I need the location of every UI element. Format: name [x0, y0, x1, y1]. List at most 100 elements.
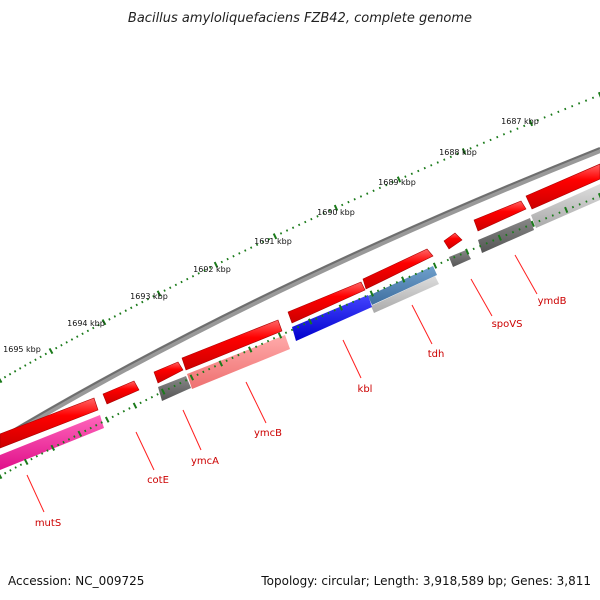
- minor-tick: [391, 181, 394, 184]
- minor-tick: [285, 229, 289, 232]
- major-tick: [132, 402, 138, 409]
- gene-feature-cotE[interactable]: [102, 380, 140, 405]
- gene-label-tdh[interactable]: tdh: [428, 349, 445, 360]
- minor-tick: [8, 372, 12, 376]
- minor-tick: [315, 317, 318, 320]
- minor-tick: [220, 260, 223, 264]
- minor-tick: [113, 315, 117, 318]
- minor-tick: [184, 379, 188, 382]
- gene-feature-cds[interactable]: [473, 200, 527, 232]
- minor-tick: [14, 466, 17, 469]
- tick-label-1694: 1694 kbp: [67, 319, 105, 328]
- minor-tick: [150, 395, 154, 399]
- minor-tick: [298, 223, 301, 227]
- minor-tick: [358, 297, 361, 301]
- minor-tick: [29, 361, 32, 364]
- gene-feature-mutS[interactable]: [0, 397, 99, 449]
- feature-bar-steelblue[interactable]: [368, 266, 437, 305]
- gene-label-ymcA[interactable]: ymcA: [191, 456, 219, 467]
- leader-cotE: [135, 431, 155, 471]
- minor-tick: [550, 113, 553, 116]
- gene-label-spoVS[interactable]: spoVS: [492, 319, 523, 330]
- map-title: Bacillus amyloliquefaciens FZB42, comple…: [128, 11, 472, 26]
- feature-bar-pink[interactable]: [0, 415, 104, 470]
- minor-tick: [13, 370, 17, 373]
- major-tick: [248, 346, 253, 353]
- minor-tick: [30, 457, 33, 461]
- gene-label-mutS[interactable]: mutS: [35, 518, 61, 529]
- gene-label-cotE[interactable]: cotE: [147, 475, 169, 486]
- major-tick: [0, 473, 3, 480]
- minor-tick: [24, 364, 27, 367]
- gene-feature-ymcA[interactable]: [153, 361, 184, 384]
- tick-label-1687: 1687 kbp: [501, 117, 539, 126]
- minor-tick: [423, 166, 426, 170]
- major-tick: [528, 119, 534, 127]
- leader-ymcB: [245, 381, 267, 424]
- minor-tick: [496, 135, 499, 139]
- minor-tick: [571, 104, 574, 108]
- tick-label-1691: 1691 kbp: [254, 237, 292, 246]
- minor-tick: [509, 130, 512, 133]
- minor-tick: [226, 257, 229, 261]
- tick-label-1688: 1688 kbp: [439, 148, 477, 157]
- major-tick: [101, 319, 107, 326]
- gene-label-ymdB[interactable]: ymdB: [538, 296, 567, 307]
- minor-tick: [86, 329, 90, 333]
- minor-tick: [60, 344, 63, 347]
- major-tick: [401, 276, 406, 283]
- minor-tick: [430, 164, 433, 167]
- minor-tick: [557, 110, 560, 114]
- minor-tick: [395, 281, 399, 284]
- minor-tick: [40, 452, 44, 455]
- feature-bar-lightgray[interactable]: [371, 276, 439, 313]
- minor-tick: [333, 309, 336, 312]
- gene-feature-ymcB[interactable]: [181, 319, 283, 371]
- minor-tick: [35, 455, 38, 458]
- major-tick: [0, 378, 3, 384]
- minor-tick: [237, 353, 240, 357]
- genome-summary-text: Topology: circular; Length: 3,918,589 bp…: [260, 574, 591, 588]
- major-tick: [213, 261, 219, 268]
- minor-tick: [310, 217, 313, 221]
- minor-tick: [543, 116, 546, 119]
- gene-label-kbl[interactable]: kbl: [358, 384, 373, 395]
- minor-tick: [169, 286, 172, 289]
- feature-bar-darkgray[interactable]: [449, 250, 471, 267]
- minor-tick: [449, 155, 452, 159]
- major-tick: [597, 91, 600, 98]
- gene-feature-tdh[interactable]: [362, 248, 434, 290]
- minor-tick: [203, 269, 206, 272]
- gene-label-leaders: [26, 254, 538, 513]
- minor-tick: [139, 401, 142, 405]
- major-tick: [277, 332, 283, 339]
- leader-kbl: [342, 339, 362, 379]
- minor-tick: [196, 373, 199, 376]
- major-tick: [597, 192, 600, 199]
- feature-bar-darkgray[interactable]: [158, 376, 191, 401]
- minor-tick: [260, 342, 264, 346]
- feature-bar-blue[interactable]: [292, 295, 372, 341]
- gene-feature-kbl[interactable]: [287, 281, 366, 324]
- gene-feature-spoVS[interactable]: [443, 232, 463, 250]
- minor-tick: [505, 233, 508, 237]
- minor-tick: [44, 352, 47, 356]
- major-tick: [432, 262, 438, 269]
- gene-feature-ymdB[interactable]: [525, 163, 600, 210]
- minor-tick: [267, 237, 271, 241]
- feature-bar-salmon[interactable]: [187, 335, 290, 389]
- minor-tick: [518, 228, 521, 231]
- feature-bar-lightgray[interactable]: [531, 184, 600, 228]
- minor-tick: [327, 311, 330, 315]
- major-tick: [104, 416, 110, 423]
- minor-tick: [523, 124, 526, 128]
- minor-tick: [427, 267, 430, 270]
- minor-tick: [345, 303, 349, 306]
- minor-tick: [173, 384, 176, 388]
- minor-tick: [279, 232, 283, 235]
- minor-tick: [250, 246, 253, 249]
- gene-label-ymcB[interactable]: ymcB: [254, 428, 282, 439]
- minor-tick: [456, 152, 459, 156]
- minor-tick: [414, 272, 418, 276]
- tick-label-1693: 1693 kbp: [130, 292, 168, 301]
